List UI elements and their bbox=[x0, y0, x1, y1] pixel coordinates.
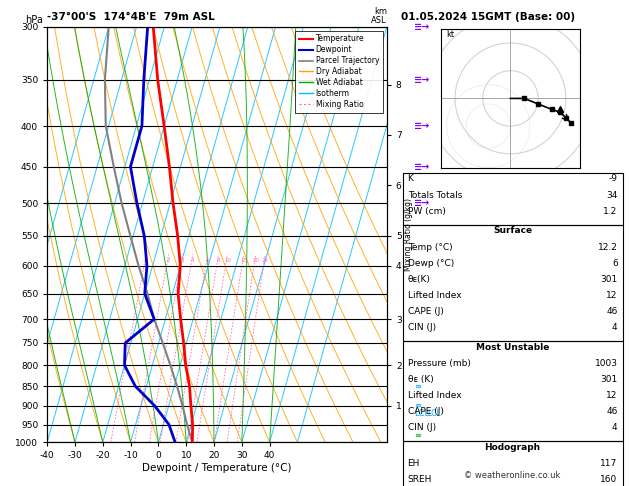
Text: 4: 4 bbox=[612, 423, 618, 432]
Text: 6: 6 bbox=[206, 258, 209, 263]
Text: 12: 12 bbox=[606, 291, 618, 300]
Text: 1.2: 1.2 bbox=[603, 207, 618, 216]
Text: 25: 25 bbox=[262, 258, 269, 263]
Text: ≡→: ≡→ bbox=[414, 162, 430, 172]
Text: 6: 6 bbox=[612, 259, 618, 268]
Text: Most Unstable: Most Unstable bbox=[476, 343, 549, 352]
Text: Hodograph: Hodograph bbox=[484, 443, 541, 452]
Text: 12: 12 bbox=[606, 391, 618, 400]
Text: 301: 301 bbox=[601, 375, 618, 384]
Text: 117: 117 bbox=[601, 459, 618, 468]
Text: 46: 46 bbox=[606, 307, 618, 316]
Text: EH: EH bbox=[408, 459, 420, 468]
Text: 1: 1 bbox=[145, 258, 148, 263]
X-axis label: Dewpoint / Temperature (°C): Dewpoint / Temperature (°C) bbox=[142, 463, 292, 473]
Text: 1003: 1003 bbox=[594, 359, 618, 368]
Text: CIN (J): CIN (J) bbox=[408, 323, 436, 332]
Text: 2: 2 bbox=[167, 258, 170, 263]
Text: Mixing Ratio (g/kg): Mixing Ratio (g/kg) bbox=[404, 198, 413, 271]
Text: 3: 3 bbox=[181, 258, 184, 263]
Text: ≡→: ≡→ bbox=[414, 198, 430, 208]
Text: Pressure (mb): Pressure (mb) bbox=[408, 359, 470, 368]
Text: ≡: ≡ bbox=[414, 382, 421, 391]
Text: ≡: ≡ bbox=[414, 401, 421, 410]
Text: hPa: hPa bbox=[25, 15, 43, 25]
Text: 4: 4 bbox=[191, 258, 194, 263]
Text: 01.05.2024 15GMT (Base: 00): 01.05.2024 15GMT (Base: 00) bbox=[401, 12, 576, 22]
Text: CAPE (J): CAPE (J) bbox=[408, 407, 443, 416]
Text: ≡: ≡ bbox=[414, 431, 421, 440]
Text: 160: 160 bbox=[601, 475, 618, 484]
Text: LCL: LCL bbox=[428, 409, 442, 418]
Text: CAPE (J): CAPE (J) bbox=[408, 307, 443, 316]
Text: CIN (J): CIN (J) bbox=[408, 423, 436, 432]
Legend: Temperature, Dewpoint, Parcel Trajectory, Dry Adiabat, Wet Adiabat, Isotherm, Mi: Temperature, Dewpoint, Parcel Trajectory… bbox=[295, 31, 383, 113]
Text: kt: kt bbox=[447, 31, 455, 39]
Text: -9: -9 bbox=[609, 174, 618, 184]
Text: ≡→: ≡→ bbox=[414, 22, 430, 32]
Text: -37°00'S  174°4B'E  79m ASL: -37°00'S 174°4B'E 79m ASL bbox=[47, 12, 215, 22]
Text: 10: 10 bbox=[224, 258, 231, 263]
Text: LCL: LCL bbox=[414, 409, 429, 418]
Text: Lifted Index: Lifted Index bbox=[408, 391, 461, 400]
Text: Surface: Surface bbox=[493, 226, 532, 236]
Text: PW (cm): PW (cm) bbox=[408, 207, 445, 216]
Text: Dewp (°C): Dewp (°C) bbox=[408, 259, 454, 268]
Text: 15: 15 bbox=[240, 258, 247, 263]
Text: Lifted Index: Lifted Index bbox=[408, 291, 461, 300]
Text: km
ASL: km ASL bbox=[371, 7, 387, 25]
Text: 8: 8 bbox=[217, 258, 220, 263]
Text: © weatheronline.co.uk: © weatheronline.co.uk bbox=[464, 471, 561, 480]
Text: SREH: SREH bbox=[408, 475, 432, 484]
Text: 301: 301 bbox=[601, 275, 618, 284]
Text: 46: 46 bbox=[606, 407, 618, 416]
Text: 12.2: 12.2 bbox=[598, 243, 618, 252]
Text: K: K bbox=[408, 174, 413, 184]
Text: 34: 34 bbox=[606, 191, 618, 200]
Text: 4: 4 bbox=[612, 323, 618, 332]
Text: θᴇ (K): θᴇ (K) bbox=[408, 375, 433, 384]
Text: θᴇ(K): θᴇ(K) bbox=[408, 275, 430, 284]
Text: Temp (°C): Temp (°C) bbox=[408, 243, 452, 252]
Text: ≡→: ≡→ bbox=[414, 121, 430, 131]
Text: Totals Totals: Totals Totals bbox=[408, 191, 462, 200]
Text: ≡→: ≡→ bbox=[414, 75, 430, 85]
Text: 20: 20 bbox=[252, 258, 259, 263]
